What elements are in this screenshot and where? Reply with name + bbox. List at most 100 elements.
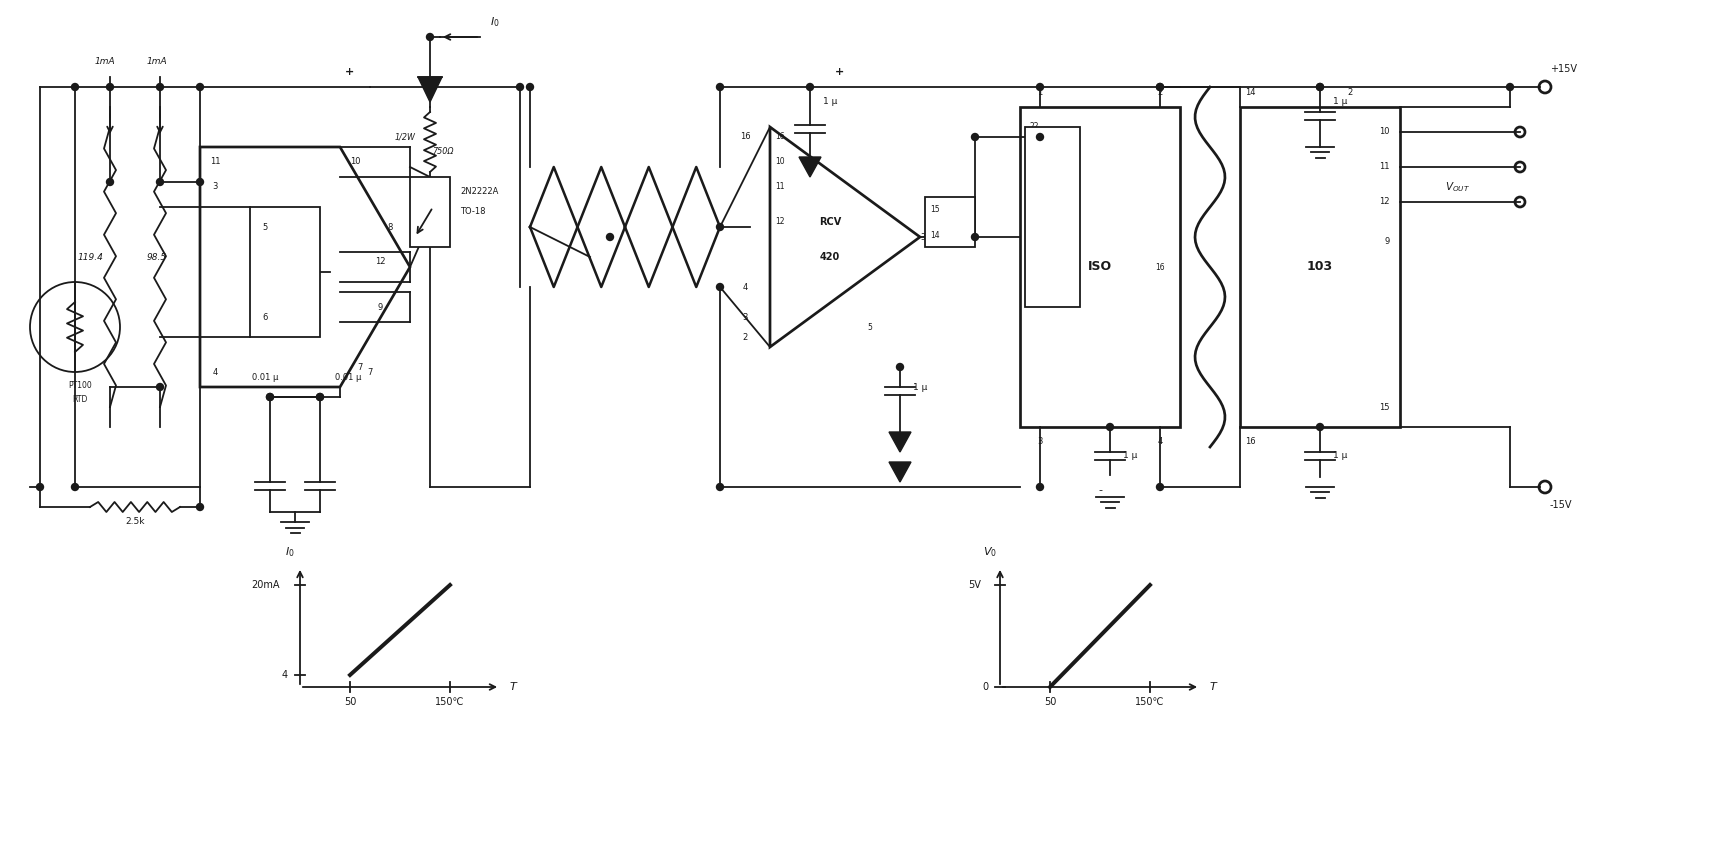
Text: 4: 4 bbox=[1158, 437, 1163, 446]
Text: 1/2W: 1/2W bbox=[394, 132, 415, 141]
Text: -15V: -15V bbox=[1551, 500, 1573, 510]
Circle shape bbox=[807, 84, 814, 91]
Circle shape bbox=[72, 484, 79, 490]
Circle shape bbox=[1157, 84, 1163, 91]
Text: 750Ω: 750Ω bbox=[432, 147, 454, 157]
Circle shape bbox=[516, 84, 523, 91]
Text: 1 μ: 1 μ bbox=[1332, 97, 1348, 107]
Text: RTD: RTD bbox=[72, 396, 88, 405]
Text: +15V: +15V bbox=[1551, 64, 1576, 74]
Text: T: T bbox=[1210, 682, 1217, 692]
Text: 8: 8 bbox=[387, 223, 392, 231]
Text: 4: 4 bbox=[282, 670, 287, 680]
Circle shape bbox=[427, 84, 434, 91]
Circle shape bbox=[267, 394, 274, 401]
Circle shape bbox=[1317, 424, 1323, 430]
Text: 3: 3 bbox=[921, 232, 924, 241]
Text: 7: 7 bbox=[358, 363, 363, 372]
Text: T: T bbox=[509, 682, 516, 692]
Text: 4: 4 bbox=[742, 283, 747, 291]
Text: 15: 15 bbox=[1380, 402, 1391, 412]
Circle shape bbox=[716, 224, 723, 230]
Circle shape bbox=[1036, 84, 1043, 91]
Circle shape bbox=[317, 394, 324, 401]
Text: 16: 16 bbox=[1155, 263, 1165, 272]
Text: 4: 4 bbox=[212, 368, 217, 377]
Text: 16: 16 bbox=[774, 132, 785, 141]
Polygon shape bbox=[200, 147, 410, 387]
Text: 21: 21 bbox=[1029, 242, 1039, 251]
Circle shape bbox=[1036, 134, 1043, 141]
Text: 1 μ: 1 μ bbox=[1122, 451, 1138, 460]
Text: 22: 22 bbox=[1029, 122, 1039, 131]
Circle shape bbox=[897, 363, 904, 370]
Text: 16: 16 bbox=[740, 132, 750, 141]
Circle shape bbox=[157, 179, 163, 185]
Text: $V_0$: $V_0$ bbox=[983, 545, 996, 559]
Text: $V_{OUT}$: $V_{OUT}$ bbox=[1446, 180, 1470, 194]
Text: 119.4: 119.4 bbox=[77, 252, 103, 262]
Polygon shape bbox=[890, 462, 910, 482]
Text: +: + bbox=[346, 67, 355, 77]
Circle shape bbox=[1317, 84, 1323, 91]
Text: 3: 3 bbox=[1038, 437, 1043, 446]
Text: 11: 11 bbox=[1380, 162, 1391, 171]
Circle shape bbox=[1317, 84, 1323, 91]
Circle shape bbox=[157, 84, 163, 91]
Text: 420: 420 bbox=[819, 252, 840, 262]
Circle shape bbox=[606, 234, 613, 241]
Text: 14: 14 bbox=[929, 230, 940, 240]
Text: 50: 50 bbox=[344, 697, 356, 707]
Polygon shape bbox=[890, 432, 910, 452]
Circle shape bbox=[1036, 484, 1043, 490]
Text: 150℃: 150℃ bbox=[435, 697, 465, 707]
Text: $I_0$: $I_0$ bbox=[286, 545, 294, 559]
Polygon shape bbox=[769, 127, 921, 347]
Circle shape bbox=[267, 394, 274, 401]
Text: 2.5k: 2.5k bbox=[126, 517, 145, 525]
Text: 5: 5 bbox=[867, 323, 873, 331]
Circle shape bbox=[1157, 484, 1163, 490]
Bar bbox=[250, 207, 320, 337]
Text: 1mA: 1mA bbox=[95, 58, 115, 67]
Text: -: - bbox=[258, 220, 262, 234]
Text: 9: 9 bbox=[377, 302, 382, 312]
Text: 5V: 5V bbox=[969, 580, 981, 590]
Bar bbox=[924, 197, 976, 247]
Text: 12: 12 bbox=[375, 257, 386, 267]
Circle shape bbox=[107, 84, 114, 91]
Circle shape bbox=[1107, 424, 1113, 430]
Text: 6: 6 bbox=[262, 313, 268, 322]
Text: 2: 2 bbox=[1348, 88, 1353, 97]
Circle shape bbox=[427, 34, 434, 41]
Circle shape bbox=[716, 84, 723, 91]
Text: 15: 15 bbox=[929, 204, 940, 213]
Text: 98.5: 98.5 bbox=[146, 252, 167, 262]
Circle shape bbox=[527, 84, 534, 91]
Text: TO-18: TO-18 bbox=[460, 208, 485, 217]
Text: 2N2222A: 2N2222A bbox=[460, 187, 499, 197]
Text: 23: 23 bbox=[1029, 202, 1039, 211]
Text: -: - bbox=[1098, 485, 1101, 495]
Text: 0: 0 bbox=[983, 682, 988, 692]
Text: 3: 3 bbox=[742, 313, 747, 322]
Text: 103: 103 bbox=[1306, 261, 1334, 274]
Circle shape bbox=[36, 484, 43, 490]
Circle shape bbox=[716, 284, 723, 291]
Polygon shape bbox=[799, 157, 821, 177]
Text: 12: 12 bbox=[1380, 197, 1391, 206]
Text: $I_0$: $I_0$ bbox=[490, 15, 499, 29]
Text: 50: 50 bbox=[1045, 697, 1057, 707]
Text: +: + bbox=[835, 67, 845, 77]
Bar bbox=[1241, 107, 1399, 427]
Text: +: + bbox=[255, 320, 265, 334]
Circle shape bbox=[157, 384, 163, 390]
Text: 0.01 μ: 0.01 μ bbox=[336, 373, 361, 382]
Text: 11: 11 bbox=[774, 182, 785, 191]
Text: 1 μ: 1 μ bbox=[823, 97, 836, 107]
Text: 0.01 μ: 0.01 μ bbox=[251, 373, 279, 382]
Text: 2: 2 bbox=[742, 333, 747, 342]
Text: RCV: RCV bbox=[819, 217, 842, 227]
Text: 5: 5 bbox=[262, 223, 268, 231]
Text: 1 μ: 1 μ bbox=[912, 383, 928, 391]
